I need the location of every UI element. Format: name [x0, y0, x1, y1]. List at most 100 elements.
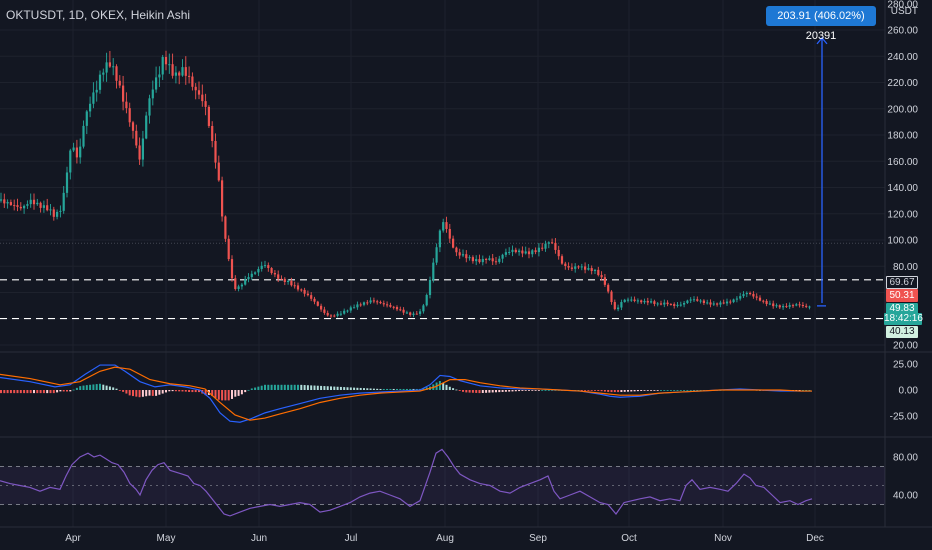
- macd-bar: [392, 388, 395, 390]
- macd-bar: [52, 390, 55, 394]
- candle-up: [353, 307, 356, 309]
- macd-bar: [699, 390, 702, 391]
- candle-down: [277, 274, 280, 279]
- macd-bar: [92, 384, 95, 390]
- candle-down: [135, 130, 138, 146]
- macd-tick-label: 25.00: [893, 360, 918, 371]
- candle-down: [478, 259, 481, 263]
- candle-up: [782, 306, 785, 308]
- candle-up: [36, 202, 39, 205]
- macd-bar: [198, 390, 200, 393]
- candle-up: [617, 307, 620, 310]
- macd-bar: [465, 390, 468, 393]
- candle-down: [178, 72, 181, 76]
- macd-bar: [498, 390, 501, 393]
- candle-down: [329, 315, 333, 317]
- macd-bar: [0, 390, 2, 394]
- candle-down: [805, 305, 808, 307]
- candle-up: [524, 251, 527, 254]
- candle-down: [392, 306, 395, 308]
- macd-bar: [656, 390, 659, 391]
- macd-bar: [191, 390, 194, 393]
- candle-down: [131, 122, 135, 131]
- macd-bar: [82, 385, 85, 390]
- macd-bar: [13, 390, 16, 394]
- macd-bar: [442, 382, 445, 390]
- candle-down: [386, 304, 389, 306]
- candle-down: [224, 216, 227, 239]
- macd-bar: [669, 390, 672, 391]
- candle-down: [3, 199, 6, 204]
- macd-bar: [686, 390, 689, 391]
- candle-up: [412, 313, 415, 315]
- macd-bar: [412, 388, 415, 390]
- current-price-red-tag: 50.31: [886, 289, 918, 302]
- candle-up: [775, 305, 778, 307]
- candle-up: [89, 103, 92, 112]
- candle-down: [303, 289, 306, 294]
- macd-bar: [379, 388, 382, 390]
- candle-up: [244, 279, 247, 285]
- candle-up: [155, 77, 158, 90]
- candle-up: [656, 303, 659, 305]
- candle-up: [511, 249, 514, 252]
- y-tick-label: 160.00: [887, 157, 918, 168]
- candle-up: [739, 296, 742, 299]
- candle-down: [376, 301, 379, 303]
- candle-down: [485, 258, 488, 260]
- macd-bar: [693, 390, 695, 391]
- candle-up: [237, 286, 240, 289]
- macd-bar: [300, 384, 303, 390]
- candle-down: [749, 293, 752, 295]
- macd-bar: [254, 387, 257, 390]
- macd-bar: [75, 387, 78, 390]
- macd-bar: [514, 390, 517, 392]
- macd-bar: [666, 390, 669, 391]
- candle-down: [389, 305, 392, 307]
- macd-bar: [174, 390, 177, 392]
- candle-up: [768, 303, 771, 305]
- candle-down: [217, 162, 220, 181]
- level-lower-tag: 40.13: [886, 326, 918, 338]
- candle-down: [395, 307, 399, 310]
- macd-bar: [478, 390, 481, 394]
- macd-bar: [630, 390, 633, 392]
- candle-down: [590, 268, 593, 272]
- macd-bar: [438, 381, 441, 390]
- rsi-tick-label: 40.00: [893, 491, 918, 502]
- candle-up: [620, 302, 623, 308]
- macd-bar: [49, 390, 52, 394]
- candle-down: [640, 300, 643, 303]
- candle-up: [247, 277, 250, 280]
- candle-down: [772, 303, 775, 307]
- macd-bar: [85, 385, 88, 390]
- macd-bar: [260, 385, 263, 390]
- macd-bar: [683, 390, 686, 391]
- macd-bar: [521, 390, 524, 391]
- macd-bar: [518, 390, 521, 392]
- macd-bar: [105, 385, 108, 390]
- macd-bar: [455, 389, 458, 391]
- candle-down: [607, 284, 610, 292]
- candle-down: [597, 269, 600, 276]
- macd-bar: [537, 390, 540, 391]
- candle-up: [42, 205, 45, 208]
- macd-bar: [148, 390, 151, 396]
- candle-up: [72, 147, 75, 151]
- macd-bar: [339, 386, 342, 390]
- macd-bar: [495, 390, 497, 393]
- candle-down: [230, 259, 234, 279]
- x-tick-label-nov: Nov: [714, 533, 732, 544]
- macd-bar: [333, 386, 336, 390]
- macd-bar: [679, 390, 682, 391]
- countdown-tag: 18:42:16: [884, 313, 923, 325]
- y-tick-label: 280.00: [887, 0, 918, 10]
- macd-bar: [145, 390, 148, 397]
- macd-bar: [270, 384, 273, 390]
- candle-down: [13, 205, 16, 207]
- macd-bar: [95, 384, 98, 390]
- macd-bar: [485, 390, 488, 393]
- macd-bar: [224, 390, 227, 401]
- candle-up: [788, 305, 791, 307]
- candle-down: [541, 247, 544, 249]
